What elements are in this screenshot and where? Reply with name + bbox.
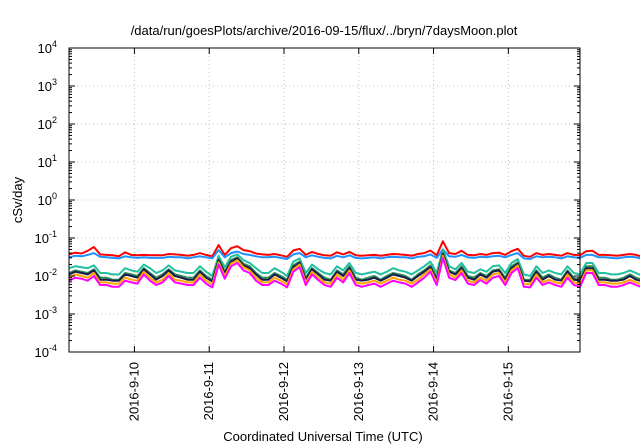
y-tick-label: 103 xyxy=(38,77,57,94)
y-tick-label: 10-2 xyxy=(35,267,57,284)
y-tick-label: 10-4 xyxy=(35,343,57,360)
series-line xyxy=(68,253,640,283)
y-tick-label: 101 xyxy=(38,153,57,170)
grid xyxy=(69,48,580,352)
x-tick-label: 2016-9-10 xyxy=(126,362,141,421)
y-tick-label: 102 xyxy=(38,115,57,132)
y-tick-label: 104 xyxy=(38,39,57,56)
x-tick-label: 2016-9-11 xyxy=(201,362,216,420)
x-tick-label: 2016-9-14 xyxy=(426,362,441,421)
series-line xyxy=(68,251,640,281)
y-axis: 10-4 10-3 10-2 10-1 100 101 102 103 104 xyxy=(35,39,580,360)
series-group xyxy=(68,240,640,289)
x-axis: 2016-9-10 2016-9-11 2016-9-12 2016-9-13 2016… xyxy=(126,48,515,421)
y-axis-label: cSv/day xyxy=(10,176,25,223)
series-line xyxy=(68,248,640,277)
series-line xyxy=(68,248,640,260)
series-line xyxy=(68,240,640,258)
x-tick-label: 2016-9-15 xyxy=(500,362,515,421)
y-tick-label: 100 xyxy=(38,191,57,208)
x-tick-label: 2016-9-12 xyxy=(276,362,291,421)
series-line xyxy=(68,256,640,289)
y-tick-label: 10-1 xyxy=(35,229,57,246)
y-tick-label: 10-3 xyxy=(35,305,57,322)
series-line xyxy=(68,254,640,286)
chart-title: /data/run/goesPlots/archive/2016-09-15/f… xyxy=(131,23,518,38)
x-axis-label: Coordinated Universal Time (UTC) xyxy=(223,429,422,444)
x-tick-label: 2016-9-13 xyxy=(351,362,366,421)
